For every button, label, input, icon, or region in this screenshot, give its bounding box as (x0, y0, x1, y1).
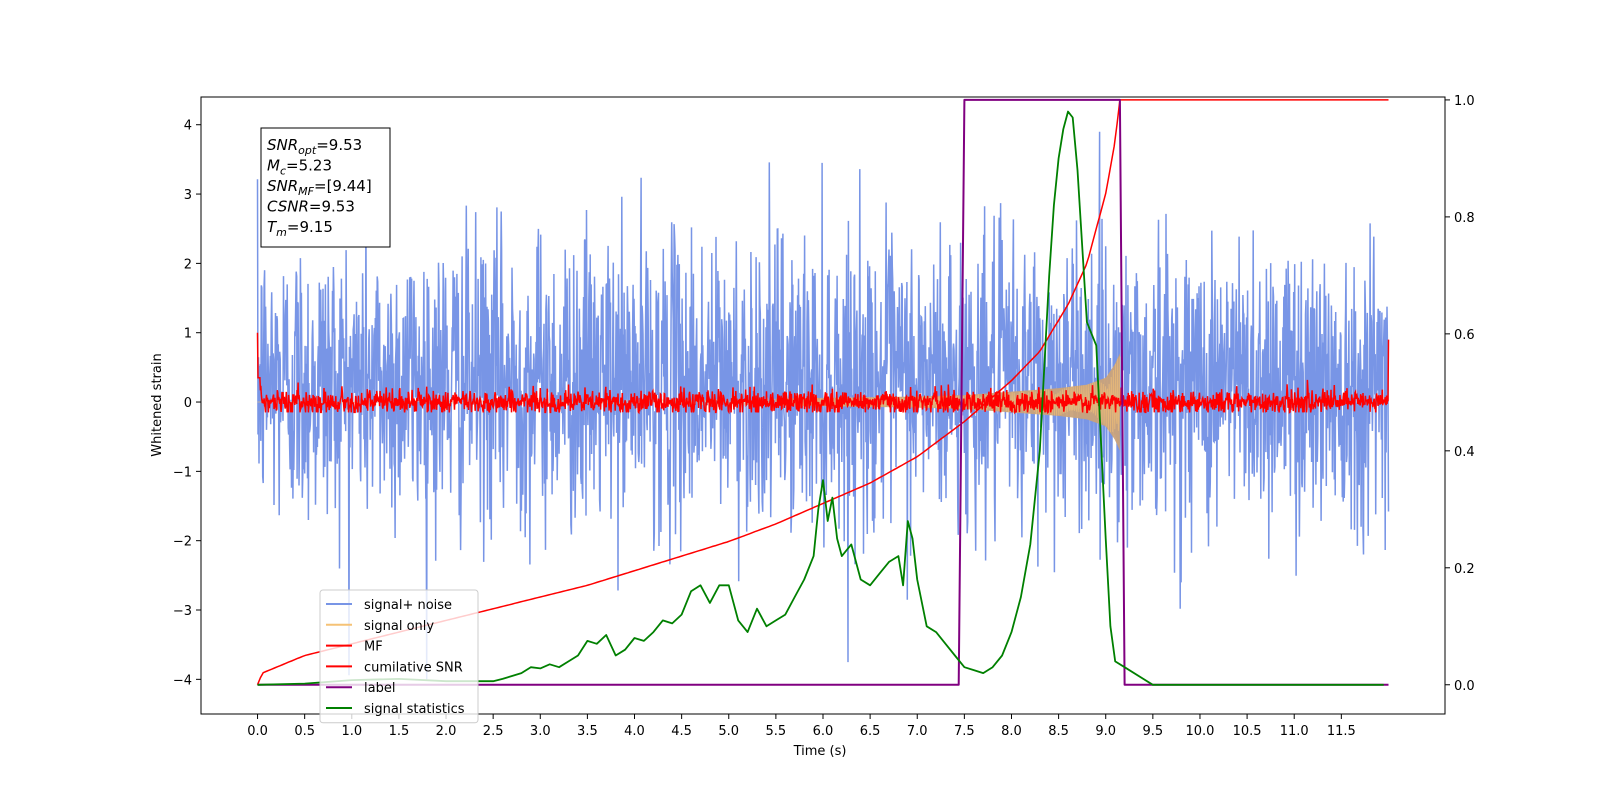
x-tick-label: 8.5 (1048, 724, 1069, 739)
legend-label: signal statistics (364, 702, 465, 717)
x-tick-label: 0.5 (294, 724, 315, 739)
x-tick-label: 4.0 (624, 724, 645, 739)
stats-line: Mc=5.23 (267, 157, 332, 178)
series-signal-statistics (257, 110, 1384, 686)
legend-label: signal only (364, 619, 434, 634)
legend-label: cumilative SNR (364, 660, 463, 675)
y-left-tick-label: −4 (173, 673, 192, 688)
x-tick-label: 9.5 (1143, 724, 1164, 739)
x-tick-label: 2.5 (483, 724, 504, 739)
x-tick-label: 3.0 (530, 724, 551, 739)
x-tick-label: 1.0 (341, 724, 362, 739)
x-tick-label: 4.5 (671, 724, 692, 739)
y-right-tick-label: 0.6 (1454, 328, 1475, 343)
stats-box-frame (260, 127, 391, 248)
stats-line: SNRopt=9.53 (267, 136, 362, 157)
x-tick-label: 8.0 (1001, 724, 1022, 739)
y-axis-title: Whitened strain (150, 353, 165, 456)
series-mf (256, 332, 1390, 415)
legend: signal+ noise signal only MF cumilative SNR… (319, 589, 479, 724)
x-tick-label: 5.0 (718, 724, 739, 739)
stats-line: CSNR=9.53 (267, 198, 355, 216)
y-left-tick-label: 4 (184, 119, 192, 134)
x-tick-label: 5.5 (766, 724, 787, 739)
y-left-tick-label: −2 (173, 535, 192, 550)
x-tick-label: 10.5 (1233, 724, 1262, 739)
y-left-tick-label: 0 (184, 396, 192, 411)
x-tick-label: 7.5 (954, 724, 975, 739)
x-tick-label: 11.0 (1280, 724, 1309, 739)
x-tick-label: 1.5 (389, 724, 410, 739)
stats-line: SNRMF=[9.44] (267, 177, 372, 198)
x-tick-label: 11.5 (1327, 724, 1356, 739)
y-right-tick-label: 0.0 (1454, 679, 1475, 694)
x-tick-label: 10.0 (1185, 724, 1214, 739)
y-right-tick-label: 1.0 (1454, 94, 1475, 109)
x-tick-label: 3.5 (577, 724, 598, 739)
y-left-tick-label: −3 (173, 604, 192, 619)
x-tick-label: 6.5 (860, 724, 881, 739)
x-tick-label: 7.0 (907, 724, 928, 739)
x-tick-label: 2.0 (436, 724, 457, 739)
legend-label: signal+ noise (364, 598, 452, 613)
x-tick-label: 0.0 (247, 724, 268, 739)
x-tick-label: 9.0 (1095, 724, 1116, 739)
y-axis-right: 0.0 0.2 0.4 0.6 0.8 1.0 (1445, 94, 1475, 694)
x-tick-label: 6.0 (813, 724, 834, 739)
y-right-tick-label: 0.8 (1454, 211, 1475, 226)
y-left-tick-label: 3 (184, 188, 192, 203)
x-axis-title: Time (s) (793, 744, 847, 759)
stats-line: Tm=9.15 (267, 218, 333, 239)
x-axis: 0.0 0.5 1.0 1.5 2.0 2.5 3.0 3.5 4.0 4.5 5.0 5.5 6.0 6… (247, 714, 1356, 739)
legend-label: label (364, 681, 395, 696)
y-axis-left: −4 −3 −2 −1 0 1 2 3 4 (173, 119, 201, 688)
y-left-tick-label: 1 (184, 327, 192, 342)
y-right-tick-label: 0.2 (1454, 562, 1475, 577)
y-left-tick-label: 2 (184, 257, 192, 272)
y-left-tick-label: −1 (173, 465, 192, 480)
legend-label: MF (364, 640, 383, 655)
y-right-tick-label: 0.4 (1454, 445, 1475, 460)
legend-frame (319, 589, 479, 724)
